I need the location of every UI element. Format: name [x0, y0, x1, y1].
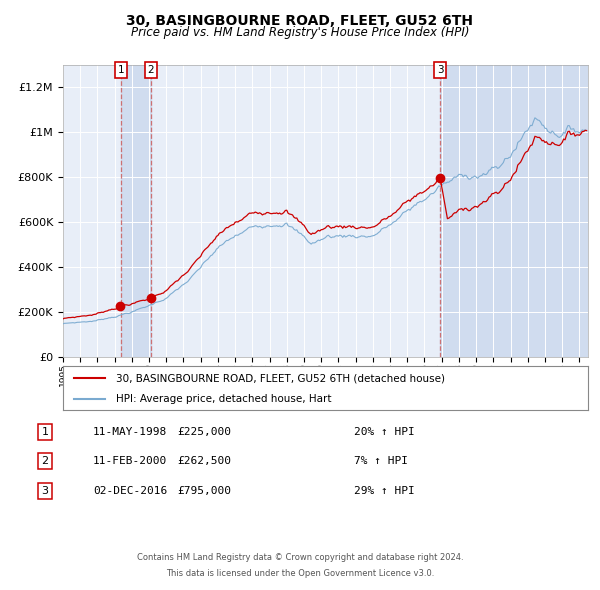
Text: 3: 3 — [437, 65, 443, 75]
Text: £225,000: £225,000 — [177, 427, 231, 437]
Text: 20% ↑ HPI: 20% ↑ HPI — [354, 427, 415, 437]
Text: Price paid vs. HM Land Registry's House Price Index (HPI): Price paid vs. HM Land Registry's House … — [131, 26, 469, 39]
Text: 29% ↑ HPI: 29% ↑ HPI — [354, 486, 415, 496]
Text: £795,000: £795,000 — [177, 486, 231, 496]
Text: 02-DEC-2016: 02-DEC-2016 — [93, 486, 167, 496]
Text: £262,500: £262,500 — [177, 457, 231, 466]
Text: 2: 2 — [148, 65, 154, 75]
Text: 3: 3 — [41, 486, 49, 496]
Text: This data is licensed under the Open Government Licence v3.0.: This data is licensed under the Open Gov… — [166, 569, 434, 578]
Text: 30, BASINGBOURNE ROAD, FLEET, GU52 6TH: 30, BASINGBOURNE ROAD, FLEET, GU52 6TH — [127, 14, 473, 28]
Text: 2: 2 — [41, 457, 49, 466]
Text: 11-MAY-1998: 11-MAY-1998 — [93, 427, 167, 437]
Text: 30, BASINGBOURNE ROAD, FLEET, GU52 6TH (detached house): 30, BASINGBOURNE ROAD, FLEET, GU52 6TH (… — [115, 373, 445, 383]
Text: 7% ↑ HPI: 7% ↑ HPI — [354, 457, 408, 466]
Bar — [440, 65, 588, 357]
Text: Contains HM Land Registry data © Crown copyright and database right 2024.: Contains HM Land Registry data © Crown c… — [137, 553, 463, 562]
Text: 1: 1 — [118, 65, 124, 75]
Text: 11-FEB-2000: 11-FEB-2000 — [93, 457, 167, 466]
Text: 1: 1 — [41, 427, 49, 437]
Bar — [121, 65, 151, 357]
Text: HPI: Average price, detached house, Hart: HPI: Average price, detached house, Hart — [115, 394, 331, 404]
